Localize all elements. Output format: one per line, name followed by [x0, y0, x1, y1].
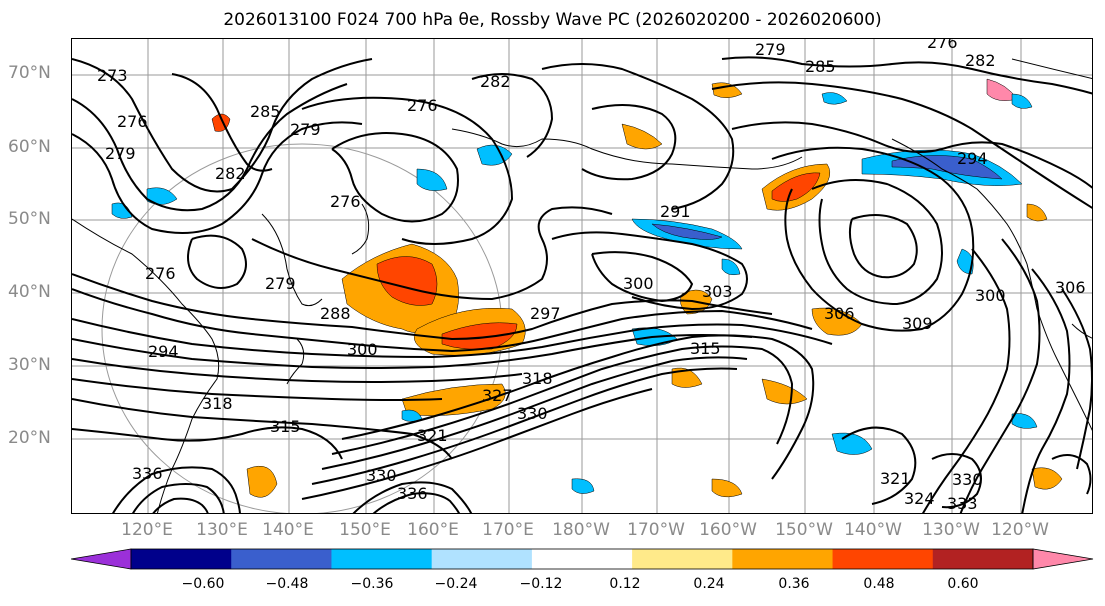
colorbar-tick: −0.36 [350, 576, 394, 592]
lon-label-130w: 130°W [922, 520, 980, 540]
lon-label-150w: 150°W [775, 520, 833, 540]
colorbar-tick: −0.60 [181, 576, 225, 592]
contour-label: 303 [702, 282, 733, 301]
colorbar-segment [131, 549, 232, 569]
lon-label-170w: 170°W [627, 520, 685, 540]
contour-label: 336 [397, 484, 428, 503]
lon-label-130e: 130°E [196, 520, 248, 540]
lat-label-60n: 60°N [8, 137, 51, 157]
colorbar-segment [231, 549, 332, 569]
coastlines [72, 58, 1092, 513]
contour-label: 324 [904, 489, 935, 508]
contour-label: 318 [202, 394, 233, 413]
contour-label: 330 [366, 466, 397, 485]
map-canvas: 273 276 279 285 279 276 282 276 282 279 … [72, 39, 1092, 513]
contour-label: 291 [660, 202, 691, 221]
colorbar-tick: 0.24 [693, 576, 725, 592]
contour-label: 336 [132, 464, 163, 483]
contour-label: 315 [690, 339, 721, 358]
contour-label: 294 [957, 149, 988, 168]
contour-label: 276 [117, 112, 148, 131]
map-panel: 273 276 279 285 279 276 282 276 282 279 … [71, 38, 1093, 514]
contour-label: 279 [105, 144, 136, 163]
colorbar [70, 548, 1095, 574]
colorbar-extend-min [70, 548, 132, 570]
contour-label: 330 [952, 470, 983, 489]
positive-anomaly-fills [211, 78, 1063, 498]
contour-label: 300 [347, 340, 378, 359]
contour-label: 327 [482, 386, 513, 405]
colorbar-segment [832, 549, 934, 569]
contour-label: 276 [927, 39, 958, 52]
contour-label: 294 [148, 342, 179, 361]
theta-e-contours [72, 56, 1092, 513]
colorbar-segment [632, 549, 733, 569]
lat-label-70n: 70°N [8, 63, 51, 83]
lon-label-140e: 140°E [262, 520, 314, 540]
lon-label-170e: 170°E [482, 520, 534, 540]
colorbar-tick: 0.60 [947, 576, 979, 592]
colorbar-tick: 0.12 [609, 576, 641, 592]
contour-label: 282 [215, 164, 246, 183]
colorbar-graphic [70, 548, 1094, 570]
contour-label: 306 [824, 304, 855, 323]
lon-label-140w: 140°W [844, 520, 902, 540]
contour-label: 279 [290, 120, 321, 139]
lon-label-160e: 160°E [407, 520, 459, 540]
colorbar-segment [431, 549, 533, 569]
contour-labels: 273 276 279 285 279 276 282 276 282 279 … [97, 39, 1086, 513]
lat-label-20n: 20°N [8, 428, 51, 448]
colorbar-extend-max [1032, 548, 1094, 570]
contour-label: 306 [1055, 278, 1086, 297]
contour-label: 276 [145, 264, 176, 283]
contour-label: 300 [975, 286, 1006, 305]
colorbar-frame [130, 548, 1034, 570]
contour-label: 330 [517, 404, 548, 423]
contour-label: 279 [755, 40, 786, 59]
lon-label-150e: 150°E [339, 520, 391, 540]
contour-label: 309 [902, 314, 933, 333]
lon-label-120e: 120°E [121, 520, 173, 540]
lon-label-160w: 160°W [699, 520, 757, 540]
lat-label-40n: 40°N [8, 282, 51, 302]
colorbar-segment [932, 549, 1034, 569]
contour-label: 285 [805, 57, 836, 76]
contour-label: 282 [965, 51, 996, 70]
contour-label: 321 [880, 469, 911, 488]
contour-label: 321 [417, 426, 448, 445]
map-title: 2026013100 F024 700 hPa θe, Rossby Wave … [223, 10, 882, 30]
contour-label: 300 [623, 274, 654, 293]
graticule [72, 39, 1092, 513]
lon-label-120w: 120°W [991, 520, 1049, 540]
lon-label-180w: 180°W [552, 520, 610, 540]
lat-label-50n: 50°N [8, 209, 51, 229]
contour-label: 276 [330, 192, 361, 211]
contour-label: 315 [270, 417, 301, 436]
colorbar-segment [531, 549, 633, 569]
colorbar-tick: −0.24 [434, 576, 478, 592]
contour-label: 297 [530, 304, 561, 323]
negative-anomaly-fills [111, 92, 1038, 494]
contour-label: 273 [97, 66, 128, 85]
colorbar-segment [331, 549, 433, 569]
colorbar-segment [732, 549, 834, 569]
contour-label: 279 [265, 274, 296, 293]
contour-label: 333 [947, 494, 978, 513]
contour-label: 318 [522, 369, 553, 388]
colorbar-tick: −0.48 [265, 576, 309, 592]
colorbar-tick: 0.36 [778, 576, 810, 592]
colorbar-tick: 0.48 [863, 576, 895, 592]
contour-label: 282 [480, 72, 511, 91]
lat-label-30n: 30°N [8, 355, 51, 375]
contour-label: 288 [320, 304, 351, 323]
colorbar-tick: −0.12 [519, 576, 563, 592]
contour-label: 276 [407, 96, 438, 115]
contour-label: 285 [250, 102, 281, 121]
